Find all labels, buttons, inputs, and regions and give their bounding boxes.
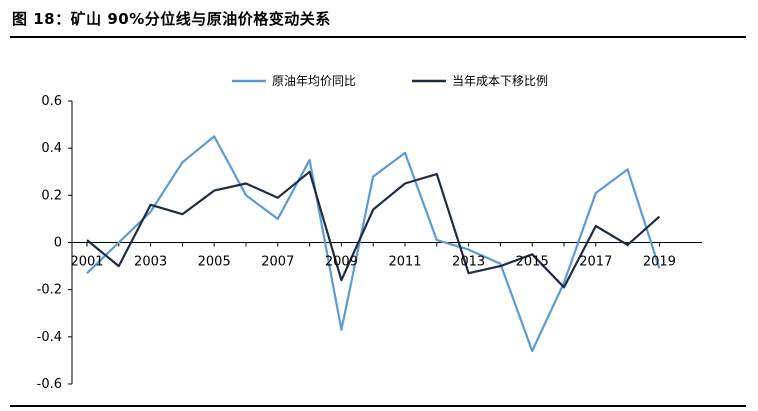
x-tick-label: 2007 xyxy=(261,255,294,270)
x-tick-label: 2017 xyxy=(579,255,612,270)
y-tick-label: -0.4 xyxy=(37,330,62,345)
chart-tick-labels: 0.6 0.4 0.2 0 -0.2 -0.4 -0.6 2001 2003 2005 2007 20… xyxy=(37,94,676,392)
x-tick-label: 2001 xyxy=(70,255,103,270)
legend-label-2: 当年成本下移比例 xyxy=(452,74,548,88)
legend-label-1: 原油年均价同比 xyxy=(272,74,356,88)
chart-legend: 原油年均价同比 当年成本下移比例 xyxy=(232,74,548,88)
x-tick-label: 2003 xyxy=(134,255,167,270)
y-tick-label: 0.6 xyxy=(41,94,62,109)
x-tick-label: 2013 xyxy=(452,255,485,270)
x-tick-label: 2015 xyxy=(516,255,549,270)
x-tick-label: 2009 xyxy=(325,255,358,270)
y-tick-label: 0.4 xyxy=(41,141,62,156)
chart-series xyxy=(86,135,661,353)
x-tick-label: 2019 xyxy=(643,255,676,270)
y-tick-label: -0.2 xyxy=(37,283,62,298)
y-tick-label: -0.6 xyxy=(37,377,62,392)
x-tick-label: 2005 xyxy=(198,255,231,270)
series-line-2 xyxy=(86,170,661,289)
y-tick-label: 0 xyxy=(54,236,62,251)
y-tick-label: 0.2 xyxy=(41,188,62,203)
chart-axes xyxy=(68,100,702,385)
figure-title: 图 18：矿山 90%分位线与原油价格变动关系 xyxy=(12,10,331,28)
x-tick-label: 2011 xyxy=(388,255,421,270)
title-divider xyxy=(10,36,746,38)
bottom-divider xyxy=(10,405,746,407)
